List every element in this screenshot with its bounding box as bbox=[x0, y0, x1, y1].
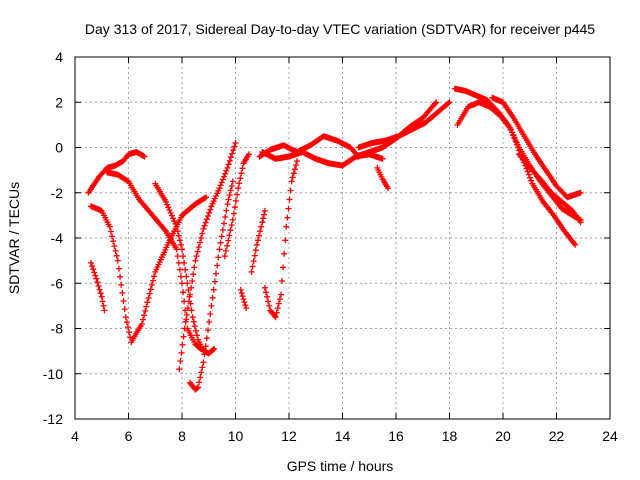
x-tick-label: 18 bbox=[442, 428, 458, 444]
x-tick-label: 4 bbox=[71, 428, 79, 444]
grid-lines bbox=[75, 57, 610, 419]
x-tick-label: 22 bbox=[549, 428, 565, 444]
y-tick-label: 2 bbox=[55, 94, 63, 110]
series-markers bbox=[256, 133, 362, 160]
series-arc-14 bbox=[374, 164, 391, 192]
series-arc-06 bbox=[176, 140, 239, 373]
series-arc-07 bbox=[187, 178, 236, 393]
series-arc-08 bbox=[221, 151, 252, 260]
x-tick-label: 8 bbox=[178, 428, 186, 444]
series-arc-10 bbox=[248, 207, 268, 275]
series-arc-01 bbox=[85, 149, 148, 196]
series-markers bbox=[355, 99, 453, 151]
series-markers bbox=[187, 178, 236, 393]
y-tick-label: -6 bbox=[51, 275, 64, 291]
x-tick-label: 16 bbox=[388, 428, 404, 444]
series-arc-12 bbox=[256, 133, 362, 160]
series-arc-16 bbox=[355, 99, 453, 151]
series-markers bbox=[88, 194, 210, 346]
series-markers bbox=[261, 158, 300, 321]
series-arc-02 bbox=[88, 194, 210, 346]
series-markers bbox=[516, 151, 584, 226]
series-markers bbox=[104, 169, 210, 355]
x-axis-label: GPS time / hours bbox=[287, 458, 394, 474]
series-arc-19 bbox=[489, 94, 584, 201]
y-tick-label: -4 bbox=[51, 230, 64, 246]
series-arc-09 bbox=[237, 287, 250, 312]
y-tick-label: -8 bbox=[51, 321, 64, 337]
x-tick-label: 12 bbox=[281, 428, 297, 444]
series-points bbox=[85, 85, 584, 393]
series-arc-04 bbox=[104, 169, 210, 355]
x-tick-label: 24 bbox=[602, 428, 618, 444]
x-tick-label: 10 bbox=[228, 428, 244, 444]
y-tick-label: -2 bbox=[51, 185, 64, 201]
series-markers bbox=[88, 259, 108, 314]
chart-title: Day 313 of 2017, Sidereal Day-to-day VTE… bbox=[85, 21, 595, 37]
series-markers bbox=[237, 287, 250, 312]
x-tick-label: 20 bbox=[495, 428, 511, 444]
series-markers bbox=[374, 164, 391, 192]
series-markers bbox=[85, 149, 148, 196]
x-tick-label: 14 bbox=[335, 428, 351, 444]
y-tick-label: 4 bbox=[55, 49, 63, 65]
series-arc-11 bbox=[261, 158, 300, 321]
series-arc-20 bbox=[516, 151, 584, 226]
series-markers bbox=[221, 151, 252, 260]
series-markers bbox=[248, 207, 268, 275]
series-markers bbox=[176, 140, 239, 373]
series-markers bbox=[489, 94, 584, 201]
series-arc-03 bbox=[88, 259, 108, 314]
y-axis-label: SDTVAR / TECUs bbox=[6, 182, 22, 294]
y-tick-label: -10 bbox=[43, 366, 63, 382]
y-tick-label: -12 bbox=[43, 411, 63, 427]
x-tick-label: 6 bbox=[125, 428, 133, 444]
y-tick-label: 0 bbox=[55, 140, 63, 156]
